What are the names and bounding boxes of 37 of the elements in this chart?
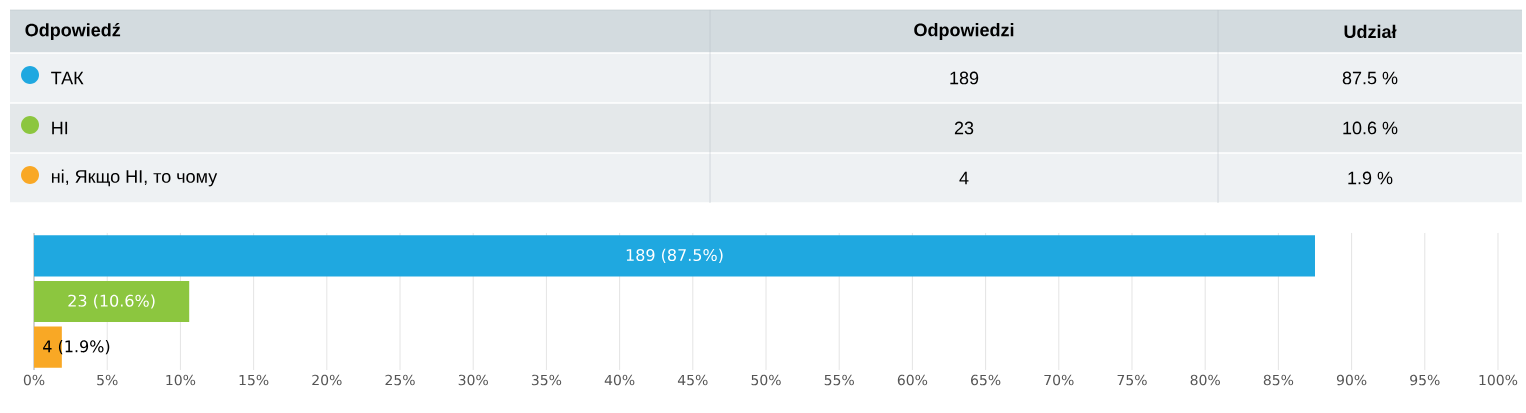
x-tick-label: 0% [23, 374, 45, 386]
x-tick-label: 15% [239, 374, 269, 386]
x-tick-label: 50% [751, 374, 781, 386]
text: 87.5 % [1342, 71, 1398, 85]
x-tick-label: 35% [531, 374, 562, 386]
x-tick-label: 10% [166, 374, 196, 386]
x-tick-label: 100% [1479, 374, 1518, 386]
category-label: ТАК [51, 71, 84, 85]
category-label: ні, Якщо НІ, то чому [51, 169, 218, 187]
x-tick-label: 90% [1336, 374, 1367, 386]
text: 4 [959, 171, 969, 185]
x-tick-label: 65% [971, 374, 1001, 386]
text: 1.9 % [1348, 171, 1393, 185]
data-label: 23 (10.6%) [68, 294, 155, 309]
x-tick-label: 85% [1263, 374, 1294, 386]
x-tick-label: 70% [1044, 374, 1074, 386]
text: Udział [1344, 24, 1397, 39]
text: 189 [950, 71, 979, 85]
x-tick-label: 45% [677, 374, 708, 386]
x-tick-label: 95% [1410, 374, 1440, 386]
bar [34, 235, 1315, 277]
x-tick-label: 40% [604, 374, 635, 386]
x-tick-label: 25% [385, 374, 415, 386]
text: 23 [954, 121, 974, 135]
x-tick-label: 55% [824, 374, 854, 386]
text: 10.6 % [1343, 121, 1398, 135]
text: Odpowiedź [25, 23, 121, 40]
x-tick-label: 80% [1190, 374, 1220, 386]
x-tick-label: 20% [312, 374, 342, 386]
x-tick-label: 5% [97, 374, 118, 386]
x-tick-label: 75% [1117, 374, 1147, 386]
x-tick-label: 60% [897, 374, 928, 386]
bar [34, 280, 190, 323]
data-label: 189 (87.5%) [626, 248, 723, 263]
category-label: НІ [52, 121, 68, 135]
text: Odpowiedzi [914, 23, 1014, 40]
x-tick-label: 30% [458, 374, 488, 386]
